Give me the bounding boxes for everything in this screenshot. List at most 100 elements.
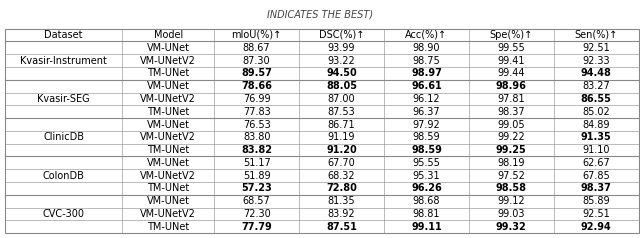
Text: VM-UNet: VM-UNet — [147, 43, 190, 53]
Text: 96.37: 96.37 — [413, 107, 440, 117]
Text: 98.37: 98.37 — [581, 183, 612, 193]
Text: 92.51: 92.51 — [582, 209, 610, 219]
Text: 72.80: 72.80 — [326, 183, 357, 193]
Text: 99.03: 99.03 — [498, 209, 525, 219]
Text: VM-UNetV2: VM-UNetV2 — [140, 209, 196, 219]
Text: 97.52: 97.52 — [497, 171, 525, 181]
Text: 88.05: 88.05 — [326, 81, 357, 91]
Text: 98.97: 98.97 — [411, 68, 442, 78]
Text: 97.81: 97.81 — [497, 94, 525, 104]
Text: 77.83: 77.83 — [243, 107, 271, 117]
Text: 85.02: 85.02 — [582, 107, 610, 117]
Text: 93.22: 93.22 — [328, 55, 355, 65]
Text: 99.11: 99.11 — [411, 222, 442, 232]
Text: VM-UNet: VM-UNet — [147, 158, 190, 168]
Text: 99.44: 99.44 — [498, 68, 525, 78]
Text: 97.92: 97.92 — [413, 119, 440, 129]
Text: 96.26: 96.26 — [411, 183, 442, 193]
Text: 76.99: 76.99 — [243, 94, 271, 104]
Text: INDICATES THE BEST): INDICATES THE BEST) — [267, 10, 373, 20]
Text: 98.68: 98.68 — [413, 196, 440, 206]
Text: 98.96: 98.96 — [496, 81, 527, 91]
Text: 91.20: 91.20 — [326, 145, 357, 155]
Text: 81.35: 81.35 — [328, 196, 355, 206]
Text: 57.23: 57.23 — [241, 183, 272, 193]
Text: 84.89: 84.89 — [582, 119, 610, 129]
Text: 67.85: 67.85 — [582, 171, 610, 181]
Text: VM-UNet: VM-UNet — [147, 81, 190, 91]
Text: 83.27: 83.27 — [582, 81, 610, 91]
Text: 98.58: 98.58 — [496, 183, 527, 193]
Text: Dataset: Dataset — [44, 30, 83, 40]
Text: TM-UNet: TM-UNet — [147, 183, 189, 193]
Text: 99.41: 99.41 — [498, 55, 525, 65]
Text: 85.89: 85.89 — [582, 196, 610, 206]
Text: VM-UNetV2: VM-UNetV2 — [140, 132, 196, 142]
Text: ClinicDB: ClinicDB — [44, 132, 84, 142]
Text: Spe(%)↑: Spe(%)↑ — [490, 30, 533, 40]
Text: 96.12: 96.12 — [413, 94, 440, 104]
Text: 94.50: 94.50 — [326, 68, 357, 78]
Text: 68.57: 68.57 — [243, 196, 271, 206]
Text: 87.30: 87.30 — [243, 55, 271, 65]
Text: 99.32: 99.32 — [496, 222, 527, 232]
Text: 83.82: 83.82 — [241, 145, 272, 155]
Text: 51.17: 51.17 — [243, 158, 271, 168]
Text: 94.48: 94.48 — [581, 68, 612, 78]
Text: DSC(%)↑: DSC(%)↑ — [319, 30, 364, 40]
Text: VM-UNetV2: VM-UNetV2 — [140, 94, 196, 104]
Text: 92.94: 92.94 — [581, 222, 612, 232]
Text: 92.51: 92.51 — [582, 43, 610, 53]
Text: 86.71: 86.71 — [328, 119, 355, 129]
Text: 91.35: 91.35 — [581, 132, 612, 142]
Text: 99.12: 99.12 — [497, 196, 525, 206]
Text: VM-UNetV2: VM-UNetV2 — [140, 171, 196, 181]
Text: 98.81: 98.81 — [413, 209, 440, 219]
Text: TM-UNet: TM-UNet — [147, 145, 189, 155]
Text: 87.53: 87.53 — [328, 107, 355, 117]
Text: 98.90: 98.90 — [413, 43, 440, 53]
Text: VM-UNet: VM-UNet — [147, 119, 190, 129]
Text: 83.80: 83.80 — [243, 132, 271, 142]
Text: 98.59: 98.59 — [413, 132, 440, 142]
Text: Acc(%)↑: Acc(%)↑ — [405, 30, 447, 40]
Text: 89.57: 89.57 — [241, 68, 272, 78]
Text: 98.59: 98.59 — [411, 145, 442, 155]
Text: ColonDB: ColonDB — [43, 171, 84, 181]
Text: 98.75: 98.75 — [413, 55, 440, 65]
Text: 68.32: 68.32 — [328, 171, 355, 181]
Text: VM-UNetV2: VM-UNetV2 — [140, 55, 196, 65]
Text: 99.22: 99.22 — [497, 132, 525, 142]
Text: TM-UNet: TM-UNet — [147, 222, 189, 232]
Text: 93.99: 93.99 — [328, 43, 355, 53]
Text: Kvasir-Instrument: Kvasir-Instrument — [20, 55, 107, 65]
Text: TM-UNet: TM-UNet — [147, 107, 189, 117]
Text: 95.55: 95.55 — [413, 158, 440, 168]
Text: 98.37: 98.37 — [497, 107, 525, 117]
Text: 96.61: 96.61 — [411, 81, 442, 91]
Text: 62.67: 62.67 — [582, 158, 610, 168]
Text: Kvasir-SEG: Kvasir-SEG — [37, 94, 90, 104]
Text: 87.00: 87.00 — [328, 94, 355, 104]
Text: CVC-300: CVC-300 — [43, 209, 84, 219]
Text: Model: Model — [154, 30, 183, 40]
Text: 95.31: 95.31 — [413, 171, 440, 181]
Text: 77.79: 77.79 — [241, 222, 272, 232]
Text: 83.92: 83.92 — [328, 209, 355, 219]
Text: 99.55: 99.55 — [497, 43, 525, 53]
Text: 99.25: 99.25 — [496, 145, 527, 155]
Text: 72.30: 72.30 — [243, 209, 271, 219]
Text: mIoU(%)↑: mIoU(%)↑ — [232, 30, 282, 40]
Text: 91.19: 91.19 — [328, 132, 355, 142]
Text: 76.53: 76.53 — [243, 119, 271, 129]
Text: 99.05: 99.05 — [497, 119, 525, 129]
Text: 98.19: 98.19 — [498, 158, 525, 168]
Text: 91.10: 91.10 — [582, 145, 610, 155]
Text: 86.55: 86.55 — [581, 94, 612, 104]
Text: 88.67: 88.67 — [243, 43, 271, 53]
Text: 78.66: 78.66 — [241, 81, 272, 91]
Text: 51.89: 51.89 — [243, 171, 271, 181]
Text: 87.51: 87.51 — [326, 222, 357, 232]
Text: TM-UNet: TM-UNet — [147, 68, 189, 78]
Text: Sen(%)↑: Sen(%)↑ — [575, 30, 618, 40]
